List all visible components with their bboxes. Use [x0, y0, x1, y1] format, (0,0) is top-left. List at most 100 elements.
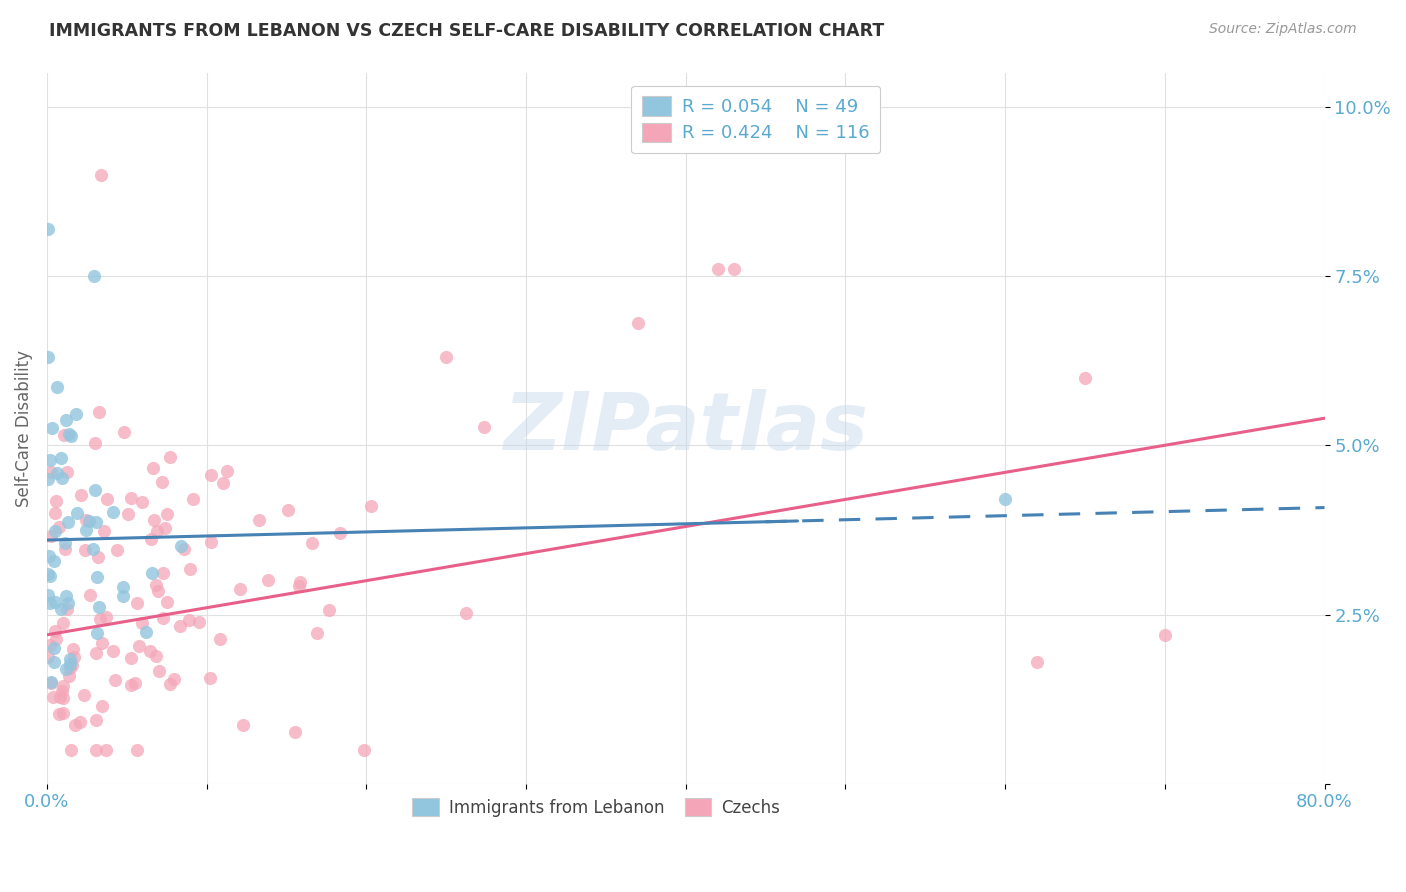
Point: [177, 613, 200, 627]
Point: [627, 317, 650, 331]
Point: [44, 506, 66, 520]
Point: [86, 626, 108, 640]
Point: [42, 641, 65, 656]
Point: [86, 570, 108, 584]
Point: [215, 464, 238, 478]
Point: [124, 676, 146, 690]
Point: [169, 619, 191, 633]
Point: [58, 516, 80, 530]
Point: [38, 596, 60, 610]
Point: [145, 578, 167, 592]
Point: [103, 644, 125, 658]
Point: [155, 507, 177, 521]
Point: [45, 380, 67, 394]
Point: [63, 649, 86, 664]
Point: [41, 675, 63, 690]
Point: [90, 168, 112, 182]
Point: [159, 450, 181, 464]
Point: [45, 632, 67, 647]
Point: [105, 543, 128, 558]
Point: [135, 625, 157, 640]
Point: [127, 596, 149, 610]
Point: [148, 664, 170, 678]
Point: [55, 465, 77, 479]
Point: [69, 715, 91, 730]
Point: [153, 521, 176, 535]
Point: [104, 673, 127, 688]
Point: [44, 624, 66, 638]
Legend: Immigrants from Lebanon, Czechs: Immigrants from Lebanon, Czechs: [404, 789, 789, 825]
Point: [39, 529, 62, 543]
Point: [52, 679, 75, 693]
Point: [83, 435, 105, 450]
Y-axis label: Self-Care Disability: Self-Care Disability: [15, 350, 32, 507]
Point: [87, 405, 110, 419]
Point: [77, 514, 100, 528]
Point: [1026, 655, 1049, 669]
Point: [170, 540, 193, 554]
Point: [49, 450, 72, 465]
Point: [48, 707, 70, 722]
Point: [55, 589, 77, 603]
Point: [73, 689, 96, 703]
Point: [139, 532, 162, 546]
Point: [131, 615, 153, 630]
Point: [60, 657, 83, 672]
Point: [141, 566, 163, 581]
Point: [706, 262, 728, 277]
Point: [59, 652, 82, 666]
Point: [117, 507, 139, 521]
Point: [146, 583, 169, 598]
Point: [329, 526, 352, 541]
Point: [456, 606, 478, 620]
Point: [128, 639, 150, 653]
Point: [44, 524, 66, 539]
Point: [156, 594, 179, 608]
Point: [37, 650, 59, 665]
Point: [96, 610, 118, 624]
Point: [84, 646, 107, 660]
Point: [120, 491, 142, 505]
Point: [59, 429, 82, 443]
Point: [42, 655, 65, 669]
Point: [66, 506, 89, 520]
Point: [150, 475, 173, 489]
Point: [52, 706, 75, 721]
Point: [59, 743, 82, 757]
Point: [44, 595, 66, 609]
Point: [59, 657, 82, 672]
Point: [82, 542, 104, 557]
Point: [200, 534, 222, 549]
Point: [52, 616, 75, 631]
Point: [143, 513, 166, 527]
Point: [84, 516, 107, 530]
Point: [58, 595, 80, 609]
Point: [277, 503, 299, 517]
Point: [111, 580, 134, 594]
Point: [65, 408, 87, 422]
Point: [125, 743, 148, 757]
Point: [111, 589, 134, 603]
Point: [163, 673, 186, 687]
Point: [87, 550, 110, 565]
Point: [37, 567, 59, 582]
Text: Source: ZipAtlas.com: Source: ZipAtlas.com: [1209, 22, 1357, 37]
Point: [37, 472, 59, 486]
Point: [62, 641, 84, 656]
Point: [59, 661, 82, 675]
Point: [53, 535, 76, 549]
Point: [93, 524, 115, 538]
Text: IMMIGRANTS FROM LEBANON VS CZECH SELF-CARE DISABILITY CORRELATION CHART: IMMIGRANTS FROM LEBANON VS CZECH SELF-CA…: [49, 22, 884, 40]
Point: [45, 493, 67, 508]
Point: [188, 615, 211, 629]
Point: [55, 412, 77, 426]
Point: [39, 676, 62, 690]
Point: [434, 351, 457, 365]
Point: [89, 611, 111, 625]
Point: [305, 626, 328, 640]
Point: [37, 351, 59, 365]
Point: [39, 638, 62, 652]
Point: [79, 588, 101, 602]
Point: [73, 543, 96, 558]
Point: [58, 669, 80, 683]
